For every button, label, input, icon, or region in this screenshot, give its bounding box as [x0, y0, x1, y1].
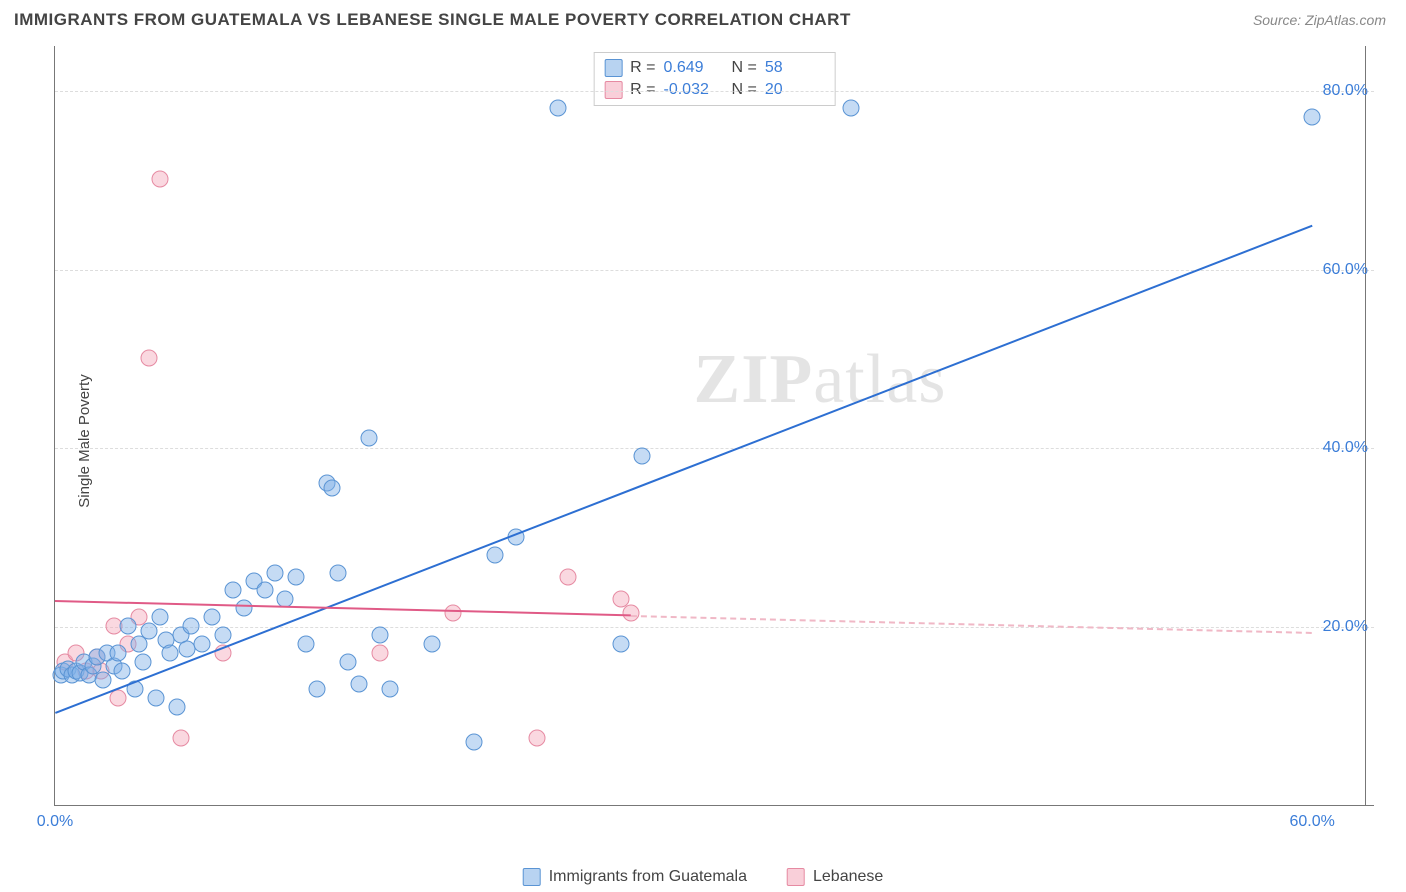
scatter-point	[1304, 108, 1321, 125]
stat-row-blue: R = 0.649 N = 58	[604, 57, 825, 79]
gridline	[55, 91, 1374, 92]
y-tick-label: 60.0%	[1323, 261, 1368, 279]
swatch-blue	[604, 59, 622, 77]
scatter-point	[109, 645, 126, 662]
scatter-point	[204, 609, 221, 626]
source-attribution: Source: ZipAtlas.com	[1253, 12, 1386, 28]
y-tick-label: 80.0%	[1323, 82, 1368, 100]
scatter-point	[549, 99, 566, 116]
gridline	[55, 448, 1374, 449]
scatter-point	[340, 653, 357, 670]
scatter-point	[371, 627, 388, 644]
stat-legend: R = 0.649 N = 58 R = -0.032 N = 20	[593, 52, 836, 106]
scatter-point	[487, 546, 504, 563]
x-tick-label: 0.0%	[37, 813, 73, 831]
scatter-point	[114, 662, 131, 679]
chart-title: IMMIGRANTS FROM GUATEMALA VS LEBANESE SI…	[14, 10, 851, 30]
swatch-blue	[523, 868, 541, 886]
scatter-point	[151, 171, 168, 188]
y-tick-label: 40.0%	[1323, 439, 1368, 457]
scatter-point	[214, 627, 231, 644]
scatter-point	[267, 564, 284, 581]
scatter-point	[120, 618, 137, 635]
swatch-pink	[787, 868, 805, 886]
scatter-point	[424, 636, 441, 653]
x-tick-label: 60.0%	[1289, 813, 1334, 831]
scatter-point	[168, 698, 185, 715]
scatter-point	[162, 645, 179, 662]
scatter-point	[193, 636, 210, 653]
scatter-point	[528, 729, 545, 746]
scatter-point	[329, 564, 346, 581]
scatter-point	[298, 636, 315, 653]
scatter-point	[183, 618, 200, 635]
scatter-point	[382, 680, 399, 697]
header: IMMIGRANTS FROM GUATEMALA VS LEBANESE SI…	[0, 0, 1406, 36]
scatter-point	[445, 604, 462, 621]
legend-label: Immigrants from Guatemala	[549, 868, 747, 886]
scatter-point	[560, 569, 577, 586]
legend-item-pink: Lebanese	[787, 868, 883, 886]
scatter-point	[151, 609, 168, 626]
scatter-point	[287, 569, 304, 586]
scatter-point	[843, 99, 860, 116]
scatter-point	[623, 604, 640, 621]
scatter-point	[256, 582, 273, 599]
plot-area: ZIPatlas R = 0.649 N = 58 R = -0.032 N =…	[54, 46, 1374, 806]
scatter-point	[612, 636, 629, 653]
legend-item-blue: Immigrants from Guatemala	[523, 868, 747, 886]
legend-label: Lebanese	[813, 868, 883, 886]
trend-line	[55, 225, 1313, 714]
scatter-point	[141, 349, 158, 366]
trend-line	[631, 615, 1312, 634]
chart-container: Single Male Poverty ZIPatlas R = 0.649 N…	[48, 46, 1388, 836]
scatter-point	[235, 600, 252, 617]
scatter-point	[361, 430, 378, 447]
bottom-legend: Immigrants from Guatemala Lebanese	[523, 868, 884, 886]
right-axis-line	[1365, 46, 1366, 806]
y-tick-label: 20.0%	[1323, 618, 1368, 636]
scatter-point	[225, 582, 242, 599]
scatter-point	[308, 680, 325, 697]
scatter-point	[633, 448, 650, 465]
scatter-point	[147, 689, 164, 706]
scatter-point	[172, 729, 189, 746]
scatter-point	[135, 653, 152, 670]
scatter-point	[350, 676, 367, 693]
scatter-point	[323, 479, 340, 496]
gridline	[55, 270, 1374, 271]
scatter-point	[371, 645, 388, 662]
scatter-point	[466, 734, 483, 751]
